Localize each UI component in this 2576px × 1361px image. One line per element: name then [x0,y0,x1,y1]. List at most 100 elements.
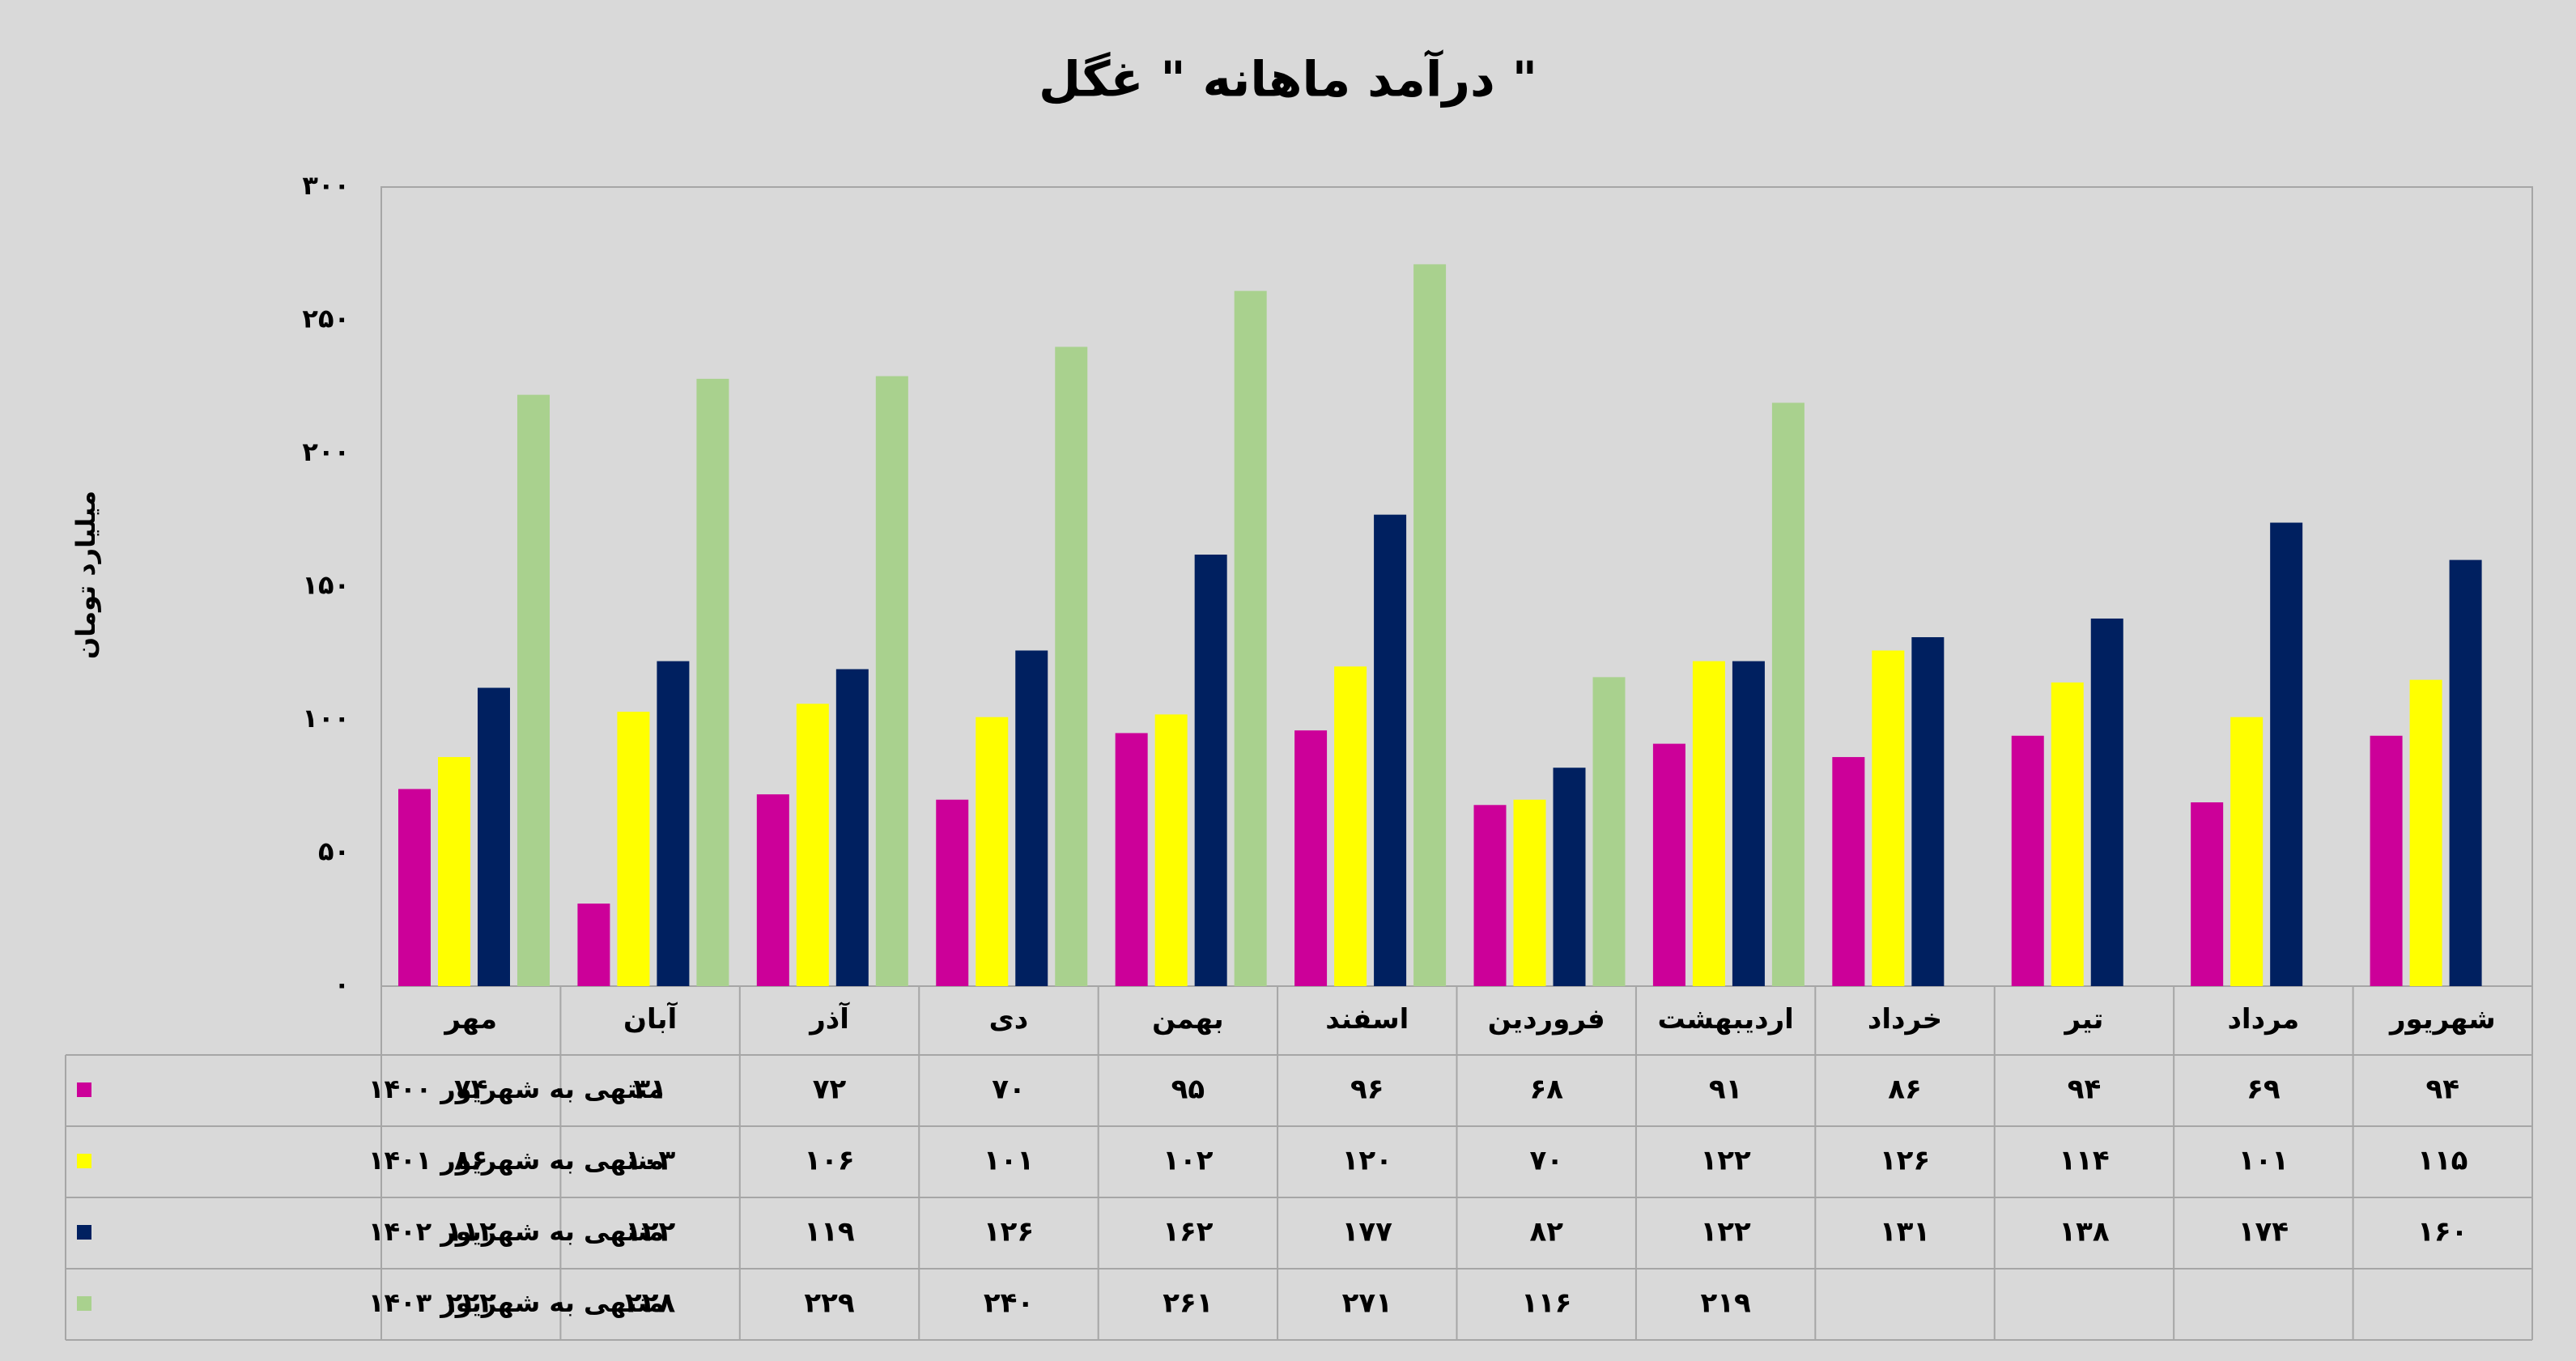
bar [936,799,969,986]
y-tick-label: ۲۰۰ [302,436,350,467]
table-value: ۱۰۶ [804,1145,854,1177]
bar [1473,805,1507,986]
table-value: ۸۶ [1888,1074,1922,1106]
bar [1154,714,1188,986]
bar [617,712,650,986]
table-value: ۱۲۲ [1700,1216,1751,1248]
table-value: ۱۰۳ [625,1145,676,1177]
bar [1592,677,1626,986]
y-tick-label: ۲۵۰ [302,304,350,334]
table-value: ۱۰۱ [2238,1145,2289,1177]
table-value: ۷۰ [992,1074,1026,1106]
table-value: ۱۳۸ [2059,1216,2110,1248]
table-value: ۱۳۱ [1880,1216,1930,1248]
table-value: ۲۲۹ [804,1287,855,1320]
table-value: ۱۲۲ [1700,1145,1751,1177]
table-value: ۹۱ [1709,1074,1743,1106]
table-value: ۱۱۴ [2059,1145,2109,1177]
table-value: ۳۱ [633,1074,667,1106]
x-tick-label: شهریور [2388,1003,2496,1036]
bar [1513,799,1546,986]
table-value: ۲۴۰ [984,1287,1034,1320]
y-tick-label: ۵۰ [318,836,350,867]
bar [2449,559,2482,986]
bar [1015,650,1048,986]
y-tick-label: ۱۵۰ [302,570,350,601]
bar [478,687,510,986]
x-tick-label: بهمن [1152,1003,1224,1036]
bar [577,904,610,986]
table-value: ۷۴ [454,1074,488,1106]
x-tick-label: خرداد [1868,1003,1942,1036]
table-value: ۱۱۶ [1521,1287,1571,1320]
legend-swatch [77,1225,91,1240]
bar [1413,264,1447,986]
table-value: ۷۲ [813,1074,847,1106]
table-value: ۲۷۱ [1342,1287,1392,1320]
bar [1771,402,1804,986]
x-tick-label: فروردین [1488,1003,1605,1036]
bar [696,378,729,986]
bar [1115,733,1148,986]
bar [1374,514,1407,986]
y-tick-label: ۳۰۰ [302,170,350,201]
bar [2011,735,2044,986]
bar [1732,661,1765,986]
bar [1055,347,1088,986]
legend-swatch [77,1154,91,1168]
table-value: ۱۶۰ [2417,1216,2468,1248]
bar [2191,802,2224,986]
bar [1832,757,1865,986]
bar [1911,637,1945,986]
x-tick-label: آذر [808,1002,850,1036]
legend-swatch [77,1296,91,1311]
bar [657,661,690,986]
bar [1553,768,1586,986]
bar [2090,618,2123,986]
bar [398,789,431,986]
x-tick-label: مرداد [2227,1003,2299,1036]
bar [1234,291,1267,986]
x-tick-label: مهر [443,1003,497,1036]
table-value: ۱۰۱ [984,1145,1034,1177]
table-value: ۷۰ [1529,1145,1563,1177]
bar [2230,717,2264,986]
table-value: ۸۲ [1529,1216,1563,1248]
x-tick-label: دی [989,1003,1029,1036]
table-value: ۶۹ [2247,1074,2281,1106]
table-value: ۱۱۲ [446,1216,497,1248]
y-tick-label: ۰ [334,969,350,1000]
x-tick-label: آبان [623,1002,678,1036]
x-tick-label: اردیبهشت [1657,1003,1793,1036]
bar [1334,666,1367,986]
bar [2409,679,2442,986]
table-value: ۱۰۲ [1163,1145,1214,1177]
y-tick-label: ۱۰۰ [302,703,350,734]
table-value: ۲۶۱ [1163,1287,1213,1320]
legend-swatch [77,1082,91,1097]
table-value: ۹۴ [2426,1074,2460,1106]
table-value: ۱۷۷ [1342,1216,1393,1248]
table-value: ۱۶۲ [1163,1216,1214,1248]
bar [2370,735,2403,986]
bar [1872,650,1905,986]
bar [976,717,1009,986]
bar [756,794,789,986]
table-value: ۸۶ [454,1145,488,1177]
bar [835,669,869,986]
table-value: ۱۲۶ [984,1216,1034,1248]
table-value: ۹۴ [2068,1074,2102,1106]
table-value: ۹۵ [1171,1074,1205,1106]
table-value: ۹۶ [1350,1074,1384,1106]
table-value: ۲۱۹ [1700,1287,1751,1320]
bar [1652,743,1685,986]
y-axis-label: میلیارد تومان [70,491,101,659]
bar [2051,682,2084,986]
table-value: ۱۱۹ [804,1216,855,1248]
bar [2270,522,2303,986]
bar [1294,730,1328,986]
bar [796,704,829,986]
legend-label: منتهی به شهریور ۱۴۰۰ [368,1074,664,1104]
table-value: ۲۲۲ [446,1287,497,1320]
